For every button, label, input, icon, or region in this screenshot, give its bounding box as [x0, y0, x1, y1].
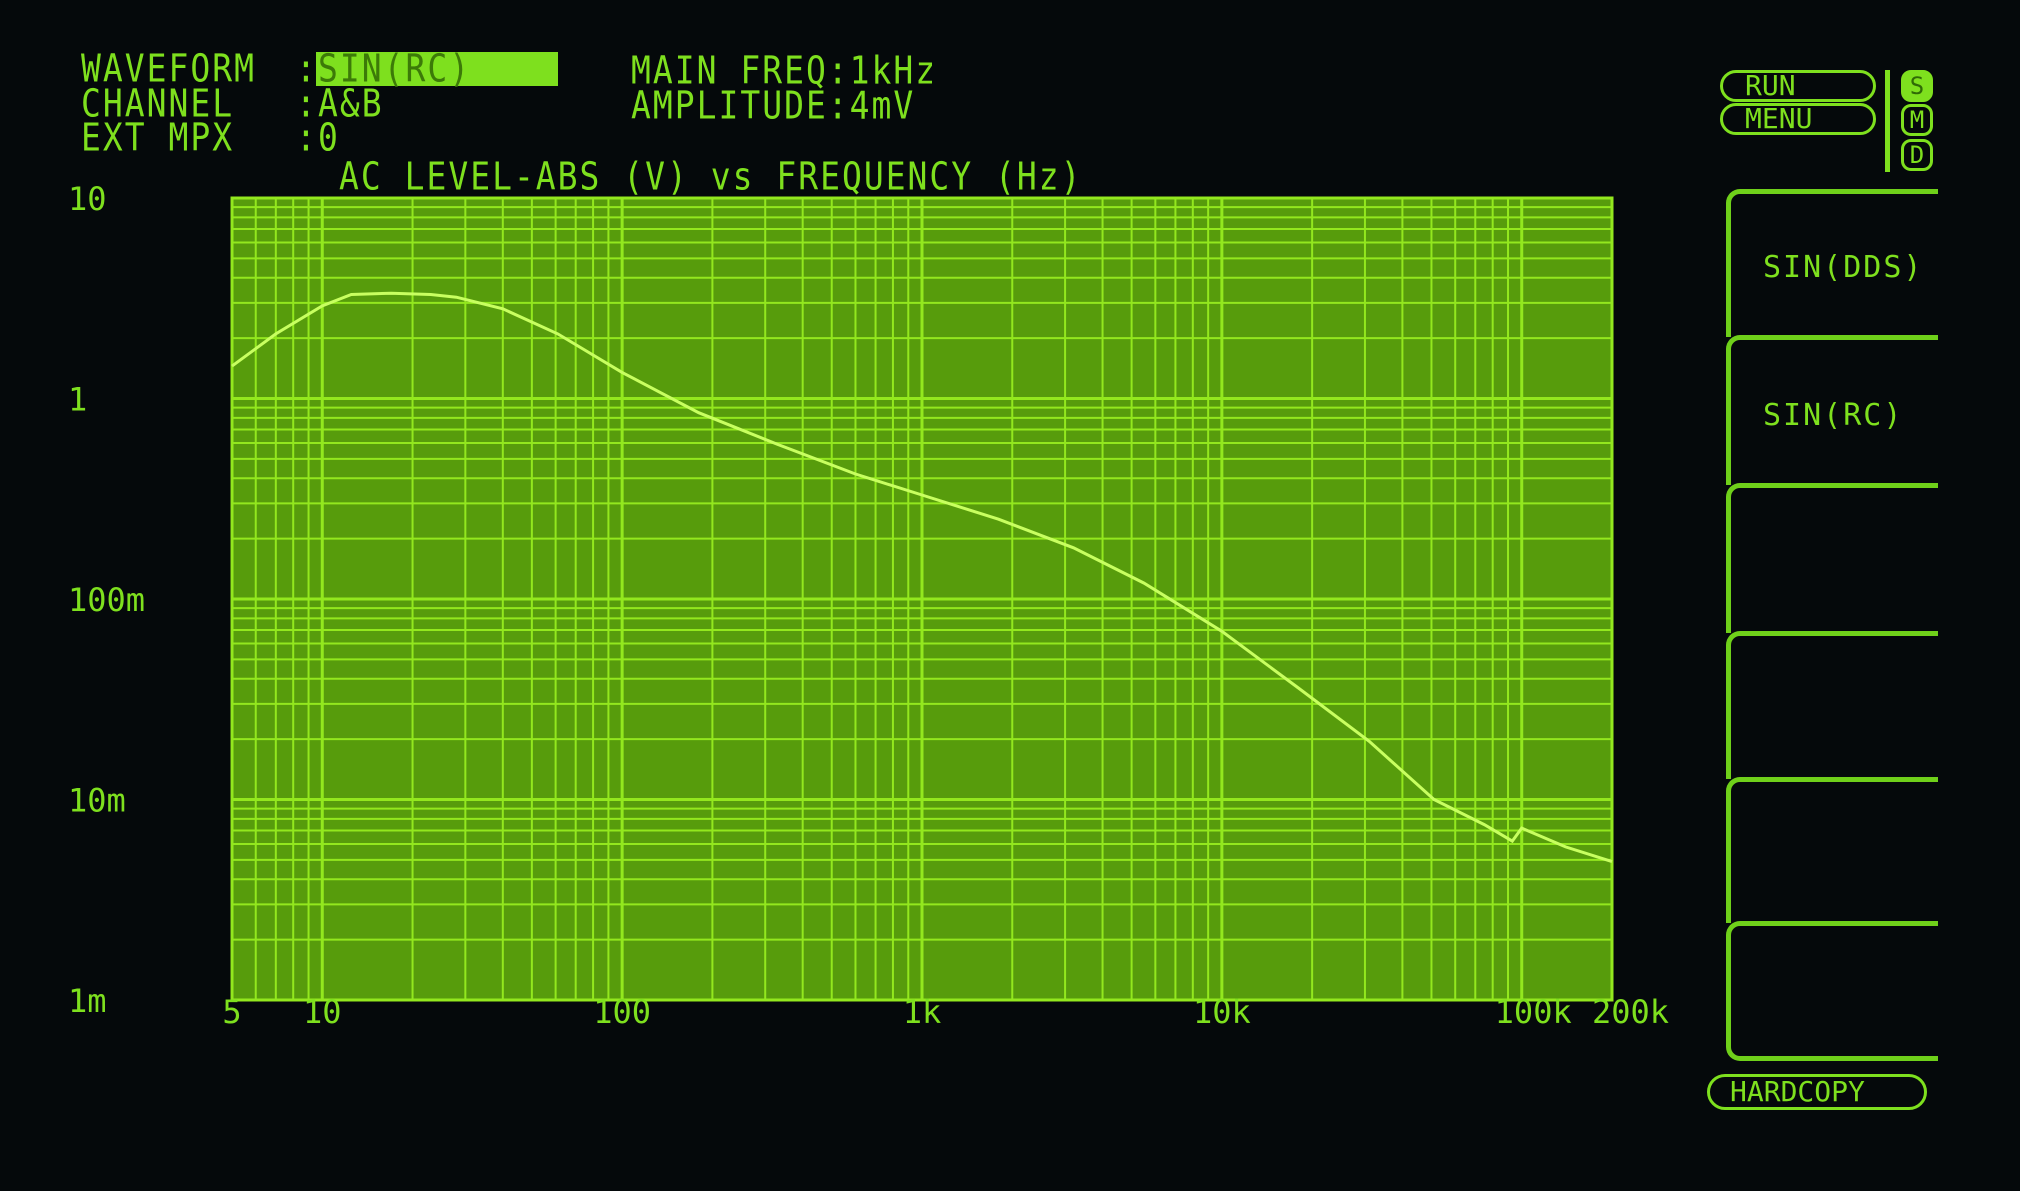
indicator-m: M [1901, 104, 1933, 136]
y-tick-label: 10 [68, 180, 107, 218]
waveform-value-highlight [316, 52, 558, 86]
softkey-3[interactable] [1726, 483, 1938, 633]
indicator-d: D [1901, 139, 1933, 171]
run-button[interactable]: RUN [1720, 70, 1876, 102]
softkey-5[interactable] [1726, 777, 1938, 923]
indicator-divider [1885, 70, 1890, 172]
extmpx-label: EXT MPX [81, 115, 235, 160]
indicator-s: S [1901, 70, 1933, 102]
series-line [231, 291, 1613, 864]
channel-label: CHANNEL [81, 81, 235, 126]
amplitude: AMPLITUDE:4mV [631, 83, 916, 128]
menu-label: MENU [1745, 102, 1813, 135]
softkey-4[interactable] [1726, 631, 1938, 779]
hardcopy-label: HARDCOPY [1730, 1075, 1865, 1108]
y-tick-label: 10m [68, 782, 126, 820]
y-tick-label: 1 [68, 381, 87, 419]
softkey-2-label: SIN(RC) [1763, 398, 1904, 433]
extmpx-colon: : [296, 115, 318, 160]
softkey-1[interactable]: SIN(DDS) [1726, 189, 1938, 337]
chart-title: AC LEVEL-ABS (V) vs FREQUENCY (Hz) [339, 154, 1083, 199]
waveform-label: WAVEFORM [81, 46, 256, 91]
main-freq: MAIN FREQ:1kHz [631, 48, 938, 93]
softkey-2[interactable]: SIN(RC) [1726, 335, 1938, 485]
run-label: RUN [1745, 69, 1796, 102]
softkey-1-label: SIN(DDS) [1763, 250, 1924, 285]
channel-colon: : [296, 81, 318, 126]
x-tick-label: 100k [1495, 993, 1572, 1031]
plot-border [230, 196, 1614, 1002]
waveform-colon: : [296, 46, 318, 91]
waveform-value[interactable]: SIN(RC) [318, 46, 472, 91]
x-tick-label: 1k [903, 993, 942, 1031]
menu-button[interactable]: MENU [1720, 103, 1876, 135]
y-tick-label: 100m [68, 581, 145, 619]
x-tick-label: 5 [222, 993, 241, 1031]
y-tick-label: 1m [68, 982, 107, 1020]
x-tick-label: 100 [593, 993, 651, 1031]
channel-value[interactable]: A&B [318, 81, 384, 126]
x-tick-label: 10k [1193, 993, 1251, 1031]
hardcopy-button[interactable]: HARDCOPY [1707, 1074, 1927, 1110]
x-tick-label: 10 [303, 993, 342, 1031]
extmpx-value[interactable]: 0 [318, 115, 340, 160]
softkey-6[interactable] [1726, 921, 1938, 1061]
x-tick-label: 200k [1592, 993, 1669, 1031]
